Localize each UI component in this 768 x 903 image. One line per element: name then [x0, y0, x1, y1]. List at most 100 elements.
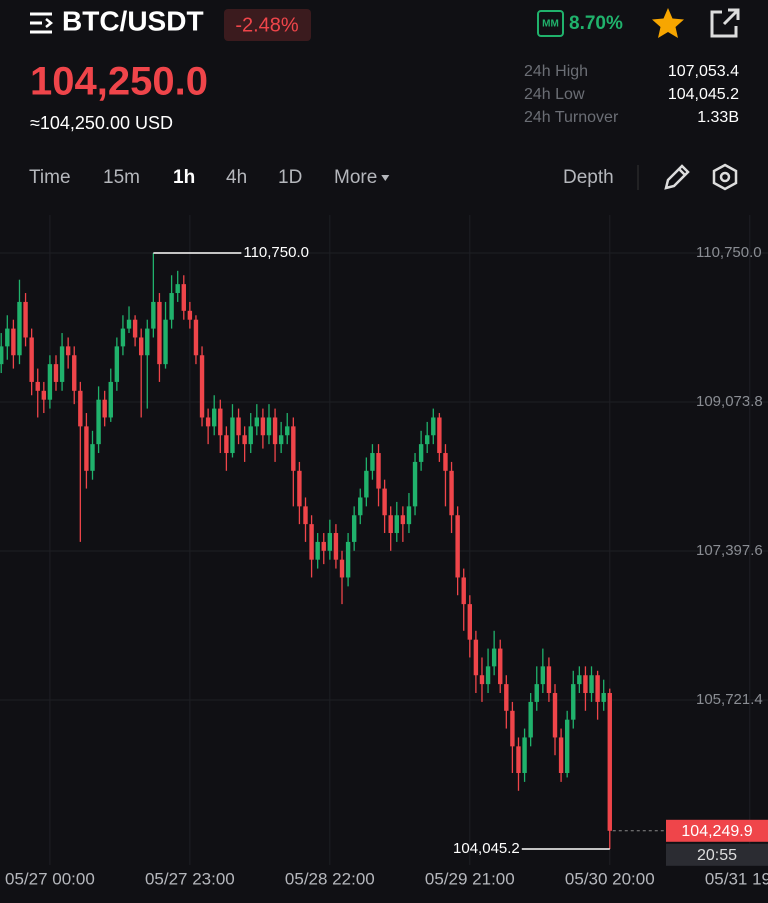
candle-body: [516, 746, 521, 774]
candle-body: [327, 533, 333, 551]
candle-body: [528, 701, 533, 738]
candle-body: [552, 693, 558, 738]
candle-body: [23, 301, 28, 338]
candle-body: [558, 737, 564, 774]
stat-label: 24h Low: [524, 86, 585, 103]
dropdown-arrow: [381, 175, 390, 181]
y-tick-label: 110,750.0: [696, 244, 762, 261]
mm-badge-box: [537, 10, 564, 37]
tab[interactable]: Time: [29, 167, 71, 188]
icon-line: [45, 18, 54, 28]
candle-body: [59, 346, 65, 382]
pair[interactable]: BTC/USDT: [62, 5, 204, 36]
countdown: 20:55: [697, 847, 737, 864]
candle-body: [358, 497, 363, 516]
candle-body: [132, 319, 138, 338]
candle-body: [540, 666, 546, 685]
candle-body: [589, 675, 594, 694]
share-icon[interactable]: [710, 8, 740, 38]
candle-body: [0, 346, 4, 365]
candle-body: [47, 364, 53, 400]
countdown-box: [666, 843, 768, 866]
tabs: Time 15m 1h 4h 1D More Depth: [29, 167, 614, 188]
candle-body: [53, 364, 59, 382]
candle-body: [412, 461, 418, 507]
candle-body: [218, 408, 223, 436]
candle-body: [102, 399, 107, 418]
stat-label: 24h High: [524, 63, 588, 80]
candle-body: [431, 417, 436, 436]
tab[interactable]: 4h: [226, 167, 247, 188]
candle-body: [187, 310, 193, 320]
candle-body: [315, 541, 320, 560]
tab[interactable]: More: [334, 167, 377, 188]
candle-body: [455, 515, 460, 578]
candle-body: [388, 515, 393, 534]
x-tick-label: 05/30 20:00: [565, 869, 655, 888]
tab[interactable]: 1D: [278, 167, 302, 188]
candle-body: [138, 337, 144, 356]
candle-body: [120, 328, 126, 347]
candle-body: [376, 453, 381, 489]
candle-body: [510, 710, 515, 747]
candle-body: [303, 506, 308, 525]
draw-tool-icon[interactable]: [664, 164, 690, 190]
candle-body: [400, 515, 406, 525]
last-price: 104,250.0: [30, 60, 208, 104]
x-tick-label: 05/29 21:00: [425, 869, 515, 888]
candle-body: [236, 417, 241, 436]
favorite-star[interactable]: [652, 8, 684, 38]
candle-body: [583, 675, 588, 694]
candle-body: [90, 444, 95, 471]
candle-body: [65, 346, 71, 356]
icon-line: [722, 8, 740, 26]
usd-price: ≈104,250.00 USD: [30, 113, 173, 133]
icon-line: [664, 164, 690, 190]
candlestick-chart: 110,750.0 109,073.8 107,397.6 105,721.4 05/2…: [0, 215, 768, 888]
candle-body: [504, 684, 509, 711]
candle-body: [205, 417, 211, 427]
candle-body: [297, 470, 302, 507]
candle-body: [260, 417, 266, 436]
settings-icon[interactable]: [712, 163, 738, 191]
tab[interactable]: 1h: [173, 167, 195, 188]
candle-body: [370, 453, 375, 471]
candle-body: [96, 399, 101, 445]
min-label: 104,045.2: [453, 840, 520, 857]
candle-body: [291, 426, 296, 471]
candle-body: [199, 355, 205, 418]
candle-body: [309, 524, 314, 560]
candle-body: [212, 408, 217, 427]
candle-body: [479, 675, 485, 685]
candle-body: [29, 337, 34, 382]
icon-line: [719, 171, 731, 183]
max-label: 110,750.0: [243, 244, 309, 261]
tab[interactable]: 15m: [103, 167, 140, 188]
change-badge: [224, 9, 311, 41]
last-price-box: [666, 819, 768, 842]
stat-label: 24h Turnover: [524, 109, 619, 126]
candle-body: [41, 390, 47, 400]
tab[interactable]: Depth: [563, 167, 614, 188]
candle-body: [577, 675, 582, 685]
candle-body: [498, 648, 503, 685]
candle-body: [108, 381, 113, 418]
candle-body: [5, 328, 10, 347]
x-tick-label: 05/31 19:00: [705, 869, 768, 888]
candle-body: [242, 435, 247, 445]
candle-body: [35, 381, 40, 391]
candle-body: [406, 506, 412, 525]
menu-icon[interactable]: [30, 12, 54, 34]
candle-body: [72, 355, 77, 391]
mm-value: 8.70%: [569, 13, 623, 34]
candle-body: [522, 737, 527, 774]
candle-body: [169, 293, 174, 320]
candle-body: [345, 541, 351, 578]
y-tick-label: 107,397.6: [696, 542, 763, 559]
candle-body: [437, 417, 442, 454]
x-tick-label: 05/28 22:00: [285, 869, 375, 888]
candle-body: [11, 328, 16, 356]
candle-body: [321, 541, 326, 551]
candle-body: [163, 319, 168, 365]
